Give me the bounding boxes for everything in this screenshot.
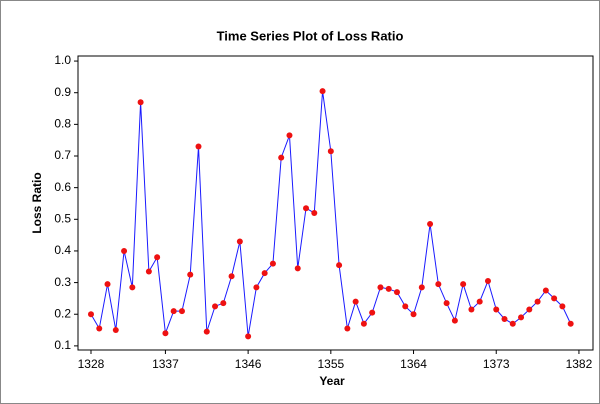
data-point xyxy=(261,270,268,277)
data-point xyxy=(303,205,310,212)
data-point xyxy=(410,311,417,318)
data-point xyxy=(236,238,243,245)
data-point xyxy=(352,298,359,305)
data-point xyxy=(443,300,450,307)
x-tick-label: 1382 xyxy=(566,357,593,371)
data-point xyxy=(542,287,549,294)
chart-title: Time Series Plot of Loss Ratio xyxy=(217,28,404,43)
y-tick-label: 0.5 xyxy=(54,211,71,225)
data-point xyxy=(427,221,434,228)
data-point xyxy=(336,262,343,269)
x-tick-label: 1346 xyxy=(235,357,262,371)
data-point xyxy=(187,271,194,278)
data-point xyxy=(534,298,541,305)
data-point xyxy=(129,284,136,291)
data-point xyxy=(509,320,516,327)
y-tick-label: 0.7 xyxy=(54,148,71,162)
data-point xyxy=(112,327,119,334)
y-tick-label: 0.3 xyxy=(54,275,71,289)
data-point xyxy=(484,278,491,285)
y-tick-label: 0.6 xyxy=(54,180,71,194)
data-point xyxy=(145,268,152,275)
data-point xyxy=(154,254,161,261)
y-tick-label: 0.2 xyxy=(54,306,71,320)
data-point xyxy=(162,330,169,337)
data-point xyxy=(170,308,177,315)
data-point xyxy=(451,317,458,324)
data-point xyxy=(476,298,483,305)
data-point xyxy=(286,132,293,139)
data-point xyxy=(418,284,425,291)
x-axis-label: Year xyxy=(319,374,345,388)
data-point xyxy=(559,303,566,310)
x-tick-label: 1328 xyxy=(78,357,105,371)
data-point xyxy=(344,325,351,332)
y-axis-label: Loss Ratio xyxy=(30,172,44,233)
data-point xyxy=(567,320,574,327)
data-point xyxy=(518,314,525,321)
data-point xyxy=(178,308,185,315)
data-point xyxy=(220,300,227,307)
x-tick-label: 1373 xyxy=(483,357,510,371)
data-point xyxy=(269,260,276,267)
data-point xyxy=(526,306,533,313)
data-point xyxy=(385,285,392,292)
y-tick-label: 0.9 xyxy=(54,85,71,99)
data-point xyxy=(212,303,219,310)
data-point xyxy=(203,328,210,335)
y-tick-label: 0.4 xyxy=(54,243,71,257)
data-point xyxy=(87,311,94,318)
data-point xyxy=(460,281,467,288)
data-point xyxy=(253,284,260,291)
plot-area xyxy=(77,55,594,351)
data-point xyxy=(402,303,409,310)
data-point xyxy=(104,281,111,288)
data-point xyxy=(369,309,376,316)
x-tick-label: 1364 xyxy=(400,357,427,371)
data-point xyxy=(360,320,367,327)
data-point xyxy=(435,281,442,288)
data-point xyxy=(294,265,301,272)
data-point xyxy=(121,247,128,254)
x-tick-label: 1355 xyxy=(317,357,344,371)
data-point xyxy=(319,88,326,95)
data-point xyxy=(551,295,558,302)
data-point xyxy=(245,333,252,340)
data-point xyxy=(195,143,202,150)
data-point xyxy=(327,148,334,155)
data-point xyxy=(96,325,103,332)
y-tick-label: 1.0 xyxy=(54,53,71,67)
data-point xyxy=(501,315,508,322)
data-point xyxy=(137,99,144,106)
data-point xyxy=(377,284,384,291)
y-tick-label: 0.1 xyxy=(54,338,71,352)
data-point xyxy=(278,154,285,161)
y-tick-label: 0.8 xyxy=(54,117,71,131)
data-point xyxy=(311,209,318,216)
data-point xyxy=(493,306,500,313)
data-point xyxy=(228,273,235,280)
data-point xyxy=(468,306,475,313)
data-point xyxy=(393,289,400,296)
x-tick-label: 1337 xyxy=(152,357,179,371)
